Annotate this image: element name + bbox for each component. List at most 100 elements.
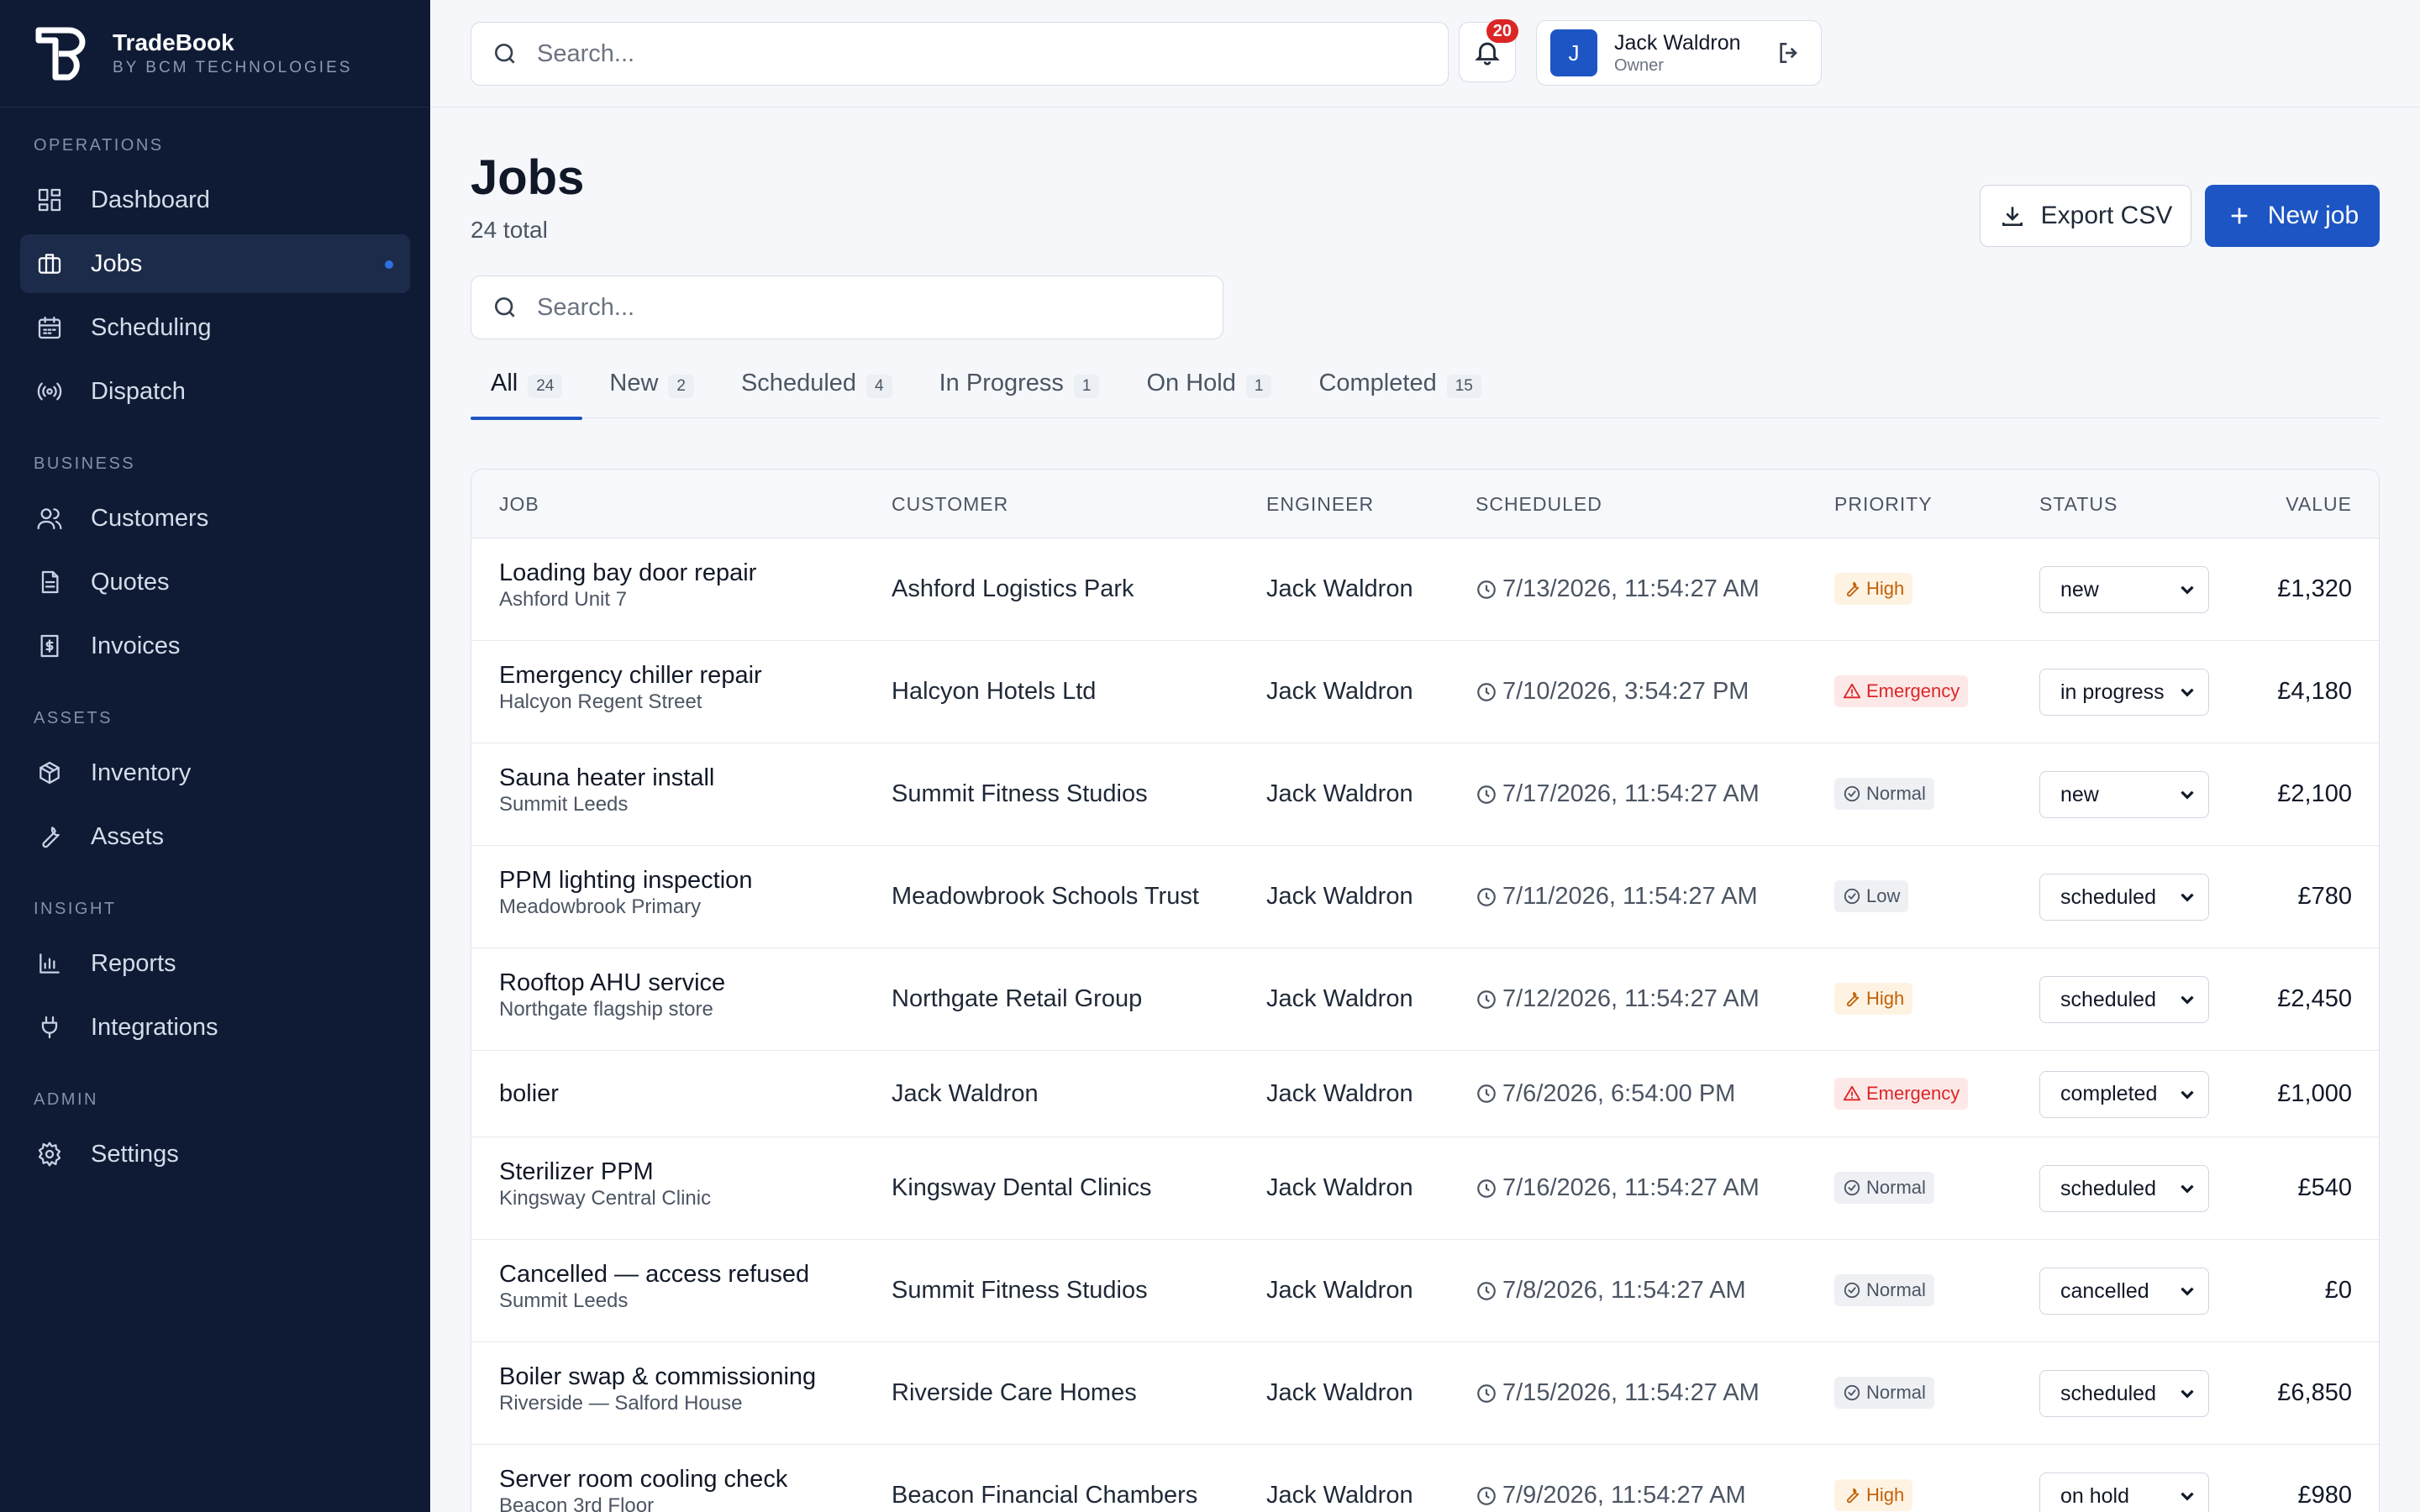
column-header-job[interactable]: JOB (499, 493, 539, 515)
job-title[interactable]: Emergency chiller repair (499, 662, 762, 689)
sidebar-item-label: Dashboard (91, 186, 210, 213)
sidebar-item-dashboard[interactable]: Dashboard (20, 171, 410, 229)
status-select[interactable]: completed (2039, 1070, 2209, 1118)
column-header-engineer[interactable]: ENGINEER (1266, 493, 1375, 515)
export-csv-button[interactable]: Export CSV (1980, 185, 2191, 247)
column-header-priority[interactable]: PRIORITY (1834, 493, 1933, 515)
table-row[interactable]: Emergency chiller repair Halcyon Regent S… (471, 641, 2379, 743)
sidebar-item-reports[interactable]: Reports (20, 934, 410, 993)
warning-icon (1843, 683, 1861, 699)
nav-heading-business: BUSINESS (34, 454, 136, 473)
table-row[interactable]: Server room cooling check Beacon 3rd Floo… (471, 1445, 2379, 1512)
nav-heading-admin: ADMIN (34, 1090, 98, 1109)
customer-name[interactable]: Summit Fitness Studios (892, 780, 1148, 807)
status-select[interactable]: cancelled (2039, 1268, 2209, 1315)
jobs-search-input[interactable] (537, 293, 1195, 322)
sidebar-item-label: Jobs (91, 249, 143, 277)
sidebar-item-jobs[interactable]: Jobs (20, 234, 410, 293)
customer-name[interactable]: Meadowbrook Schools Trust (892, 883, 1199, 910)
scheduled-text: 7/10/2026, 3:54:27 PM (1502, 678, 1749, 705)
chevron-down-icon (2181, 1492, 2194, 1501)
job-title[interactable]: Server room cooling check (499, 1466, 788, 1493)
scheduled-text: 7/6/2026, 6:54:00 PM (1502, 1079, 1736, 1107)
column-header-status[interactable]: STATUS (2039, 493, 2118, 515)
user-menu[interactable]: J Jack Waldron Owner (1536, 20, 1822, 86)
job-title[interactable]: Cancelled — access refused (499, 1261, 810, 1288)
table-row[interactable]: Sauna heater install Summit Leeds Summit F… (471, 743, 2379, 846)
sidebar-item-scheduling[interactable]: Scheduling (20, 298, 410, 357)
job-title[interactable]: Rooftop AHU service (499, 969, 726, 996)
jobs-search[interactable] (471, 276, 1223, 339)
tab-on-hold[interactable]: On Hold 1 (1126, 370, 1292, 418)
engineer-name: Jack Waldron (1266, 575, 1413, 602)
table-row[interactable]: Rooftop AHU service Northgate flagship st… (471, 948, 2379, 1051)
chevron-down-icon (2181, 1287, 2194, 1296)
notifications-button[interactable]: 20 (1459, 19, 1518, 82)
status-value: in progress (2060, 680, 2165, 704)
job-value: £540 (2297, 1174, 2352, 1201)
customer-name[interactable]: Halcyon Hotels Ltd (892, 678, 1097, 705)
status-select[interactable]: in progress (2039, 669, 2209, 716)
sidebar-item-dispatch[interactable]: Dispatch (20, 362, 410, 421)
tab-scheduled[interactable]: Scheduled 4 (721, 370, 913, 418)
new-job-button[interactable]: New job (2205, 185, 2380, 247)
global-search-input[interactable] (537, 39, 1398, 68)
job-title[interactable]: Sauna heater install (499, 764, 715, 791)
status-select[interactable]: scheduled (2039, 1165, 2209, 1212)
sidebar-item-inventory[interactable]: Inventory (20, 743, 410, 802)
job-title[interactable]: Boiler swap & commissioning (499, 1363, 817, 1390)
brand-name: TradeBook (113, 29, 234, 55)
column-header-value[interactable]: VALUE (2286, 493, 2352, 515)
column-header-customer[interactable]: CUSTOMER (892, 493, 1009, 515)
tab-count-badge: 15 (1446, 375, 1481, 398)
status-select[interactable]: scheduled (2039, 976, 2209, 1023)
table-row[interactable]: Boiler swap & commissioning Riverside — S… (471, 1342, 2379, 1445)
plus-icon (2231, 207, 2248, 224)
sidebar-item-quotes[interactable]: Quotes (20, 553, 410, 612)
tab-label: Completed (1318, 370, 1437, 396)
brand[interactable]: TradeBook BY BCM TECHNOLOGIES (0, 0, 430, 108)
status-select[interactable]: scheduled (2039, 874, 2209, 921)
status-select[interactable]: on hold (2039, 1473, 2209, 1512)
job-title[interactable]: Loading bay door repair (499, 559, 757, 586)
scheduled-time: 7/8/2026, 11:54:27 AM (1476, 1277, 1746, 1305)
customer-name[interactable]: Northgate Retail Group (892, 985, 1143, 1012)
job-title[interactable]: bolier (499, 1080, 559, 1107)
sidebar-item-assets[interactable]: Assets (20, 807, 410, 866)
column-header-scheduled[interactable]: SCHEDULED (1476, 493, 1602, 515)
tab-in-progress[interactable]: In Progress 1 (919, 370, 1120, 418)
tab-new[interactable]: New 2 (589, 370, 714, 418)
job-value: £1,000 (2277, 1079, 2352, 1107)
job-title[interactable]: PPM lighting inspection (499, 867, 753, 894)
table-row[interactable]: Sterilizer PPM Kingsway Central Clinic Kin… (471, 1137, 2379, 1240)
tab-completed[interactable]: Completed 15 (1298, 370, 1501, 418)
table-row[interactable]: Cancelled — access refused Summit Leeds Su… (471, 1240, 2379, 1342)
customer-name[interactable]: Ashford Logistics Park (892, 575, 1134, 602)
global-search[interactable] (471, 22, 1449, 86)
user-name: Jack Waldron (1614, 31, 1741, 55)
sidebar-item-invoices[interactable]: Invoices (20, 617, 410, 675)
document-icon (35, 568, 64, 596)
customer-name[interactable]: Jack Waldron (892, 1079, 1039, 1107)
tab-all[interactable]: All 24 (471, 370, 583, 420)
customer-name[interactable]: Beacon Financial Chambers (892, 1482, 1198, 1509)
tab-count-badge: 1 (1073, 375, 1100, 398)
logout-icon[interactable] (1776, 39, 1802, 66)
status-select[interactable]: scheduled (2039, 1370, 2209, 1417)
status-select[interactable]: new (2039, 566, 2209, 613)
customer-name[interactable]: Kingsway Dental Clinics (892, 1174, 1152, 1201)
users-icon (35, 504, 64, 533)
job-title[interactable]: Sterilizer PPM (499, 1158, 654, 1185)
sidebar-item-label: Inventory (91, 759, 192, 786)
customer-name[interactable]: Riverside Care Homes (892, 1379, 1137, 1406)
table-row[interactable]: bolier Jack Waldron Jack Waldron 7/6/2026, … (471, 1051, 2379, 1137)
chevron-down-icon (2181, 585, 2194, 595)
customer-name[interactable]: Summit Fitness Studios (892, 1277, 1148, 1304)
sidebar-item-integrations[interactable]: Integrations (20, 998, 410, 1057)
table-row[interactable]: PPM lighting inspection Meadowbrook Prima… (471, 846, 2379, 948)
status-select[interactable]: new (2039, 771, 2209, 818)
scheduled-text: 7/17/2026, 11:54:27 AM (1502, 780, 1760, 807)
sidebar-item-customers[interactable]: Customers (20, 489, 410, 548)
table-row[interactable]: Loading bay door repair Ashford Unit 7 Ash… (471, 538, 2379, 641)
sidebar-item-settings[interactable]: Settings (20, 1125, 410, 1184)
